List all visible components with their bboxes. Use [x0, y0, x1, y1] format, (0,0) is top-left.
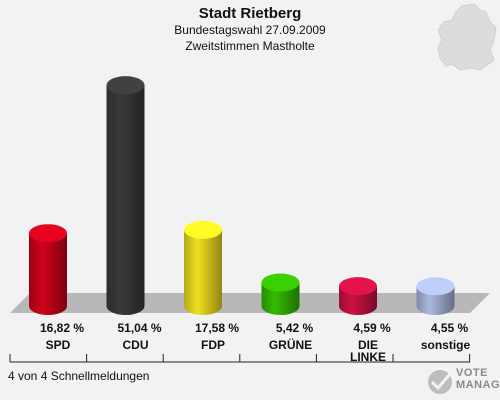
- bar-1: [106, 76, 145, 315]
- value-label-0: 16,82 %: [40, 321, 84, 335]
- chart-title: Stadt Rietberg: [198, 5, 302, 22]
- chart-subtitle: Bundestagswahl 27.09.2009: [174, 23, 326, 37]
- bar-3: [261, 273, 300, 315]
- bar-0: [29, 224, 67, 315]
- footer-status: 4 von 4 Schnellmeldungen: [8, 369, 150, 383]
- value-label-2: 17,58 %: [195, 321, 239, 335]
- bar-4: [339, 277, 377, 315]
- category-label-4: DIE LINKE: [350, 338, 386, 364]
- category-label-2: FDP: [201, 338, 225, 352]
- value-label-5: 4,55 %: [431, 321, 469, 335]
- category-label-5: sonstige: [421, 338, 471, 352]
- category-label-0: SPD: [46, 338, 71, 352]
- value-label-4: 4,59 %: [353, 321, 391, 335]
- category-label-3: GRÜNE: [269, 337, 312, 352]
- logo-line-2: MANAGER: [456, 379, 500, 391]
- category-label-1: CDU: [123, 338, 149, 352]
- germany-map-icon: [437, 3, 497, 71]
- logo-line-1: VOTE: [456, 367, 488, 379]
- chart-subtitle-2: Zweitstimmen Mastholte: [185, 39, 315, 53]
- bar-2: [184, 220, 222, 315]
- value-label-3: 5,42 %: [276, 321, 314, 335]
- value-label-1: 51,04 %: [117, 321, 161, 335]
- bar-5: [416, 277, 455, 315]
